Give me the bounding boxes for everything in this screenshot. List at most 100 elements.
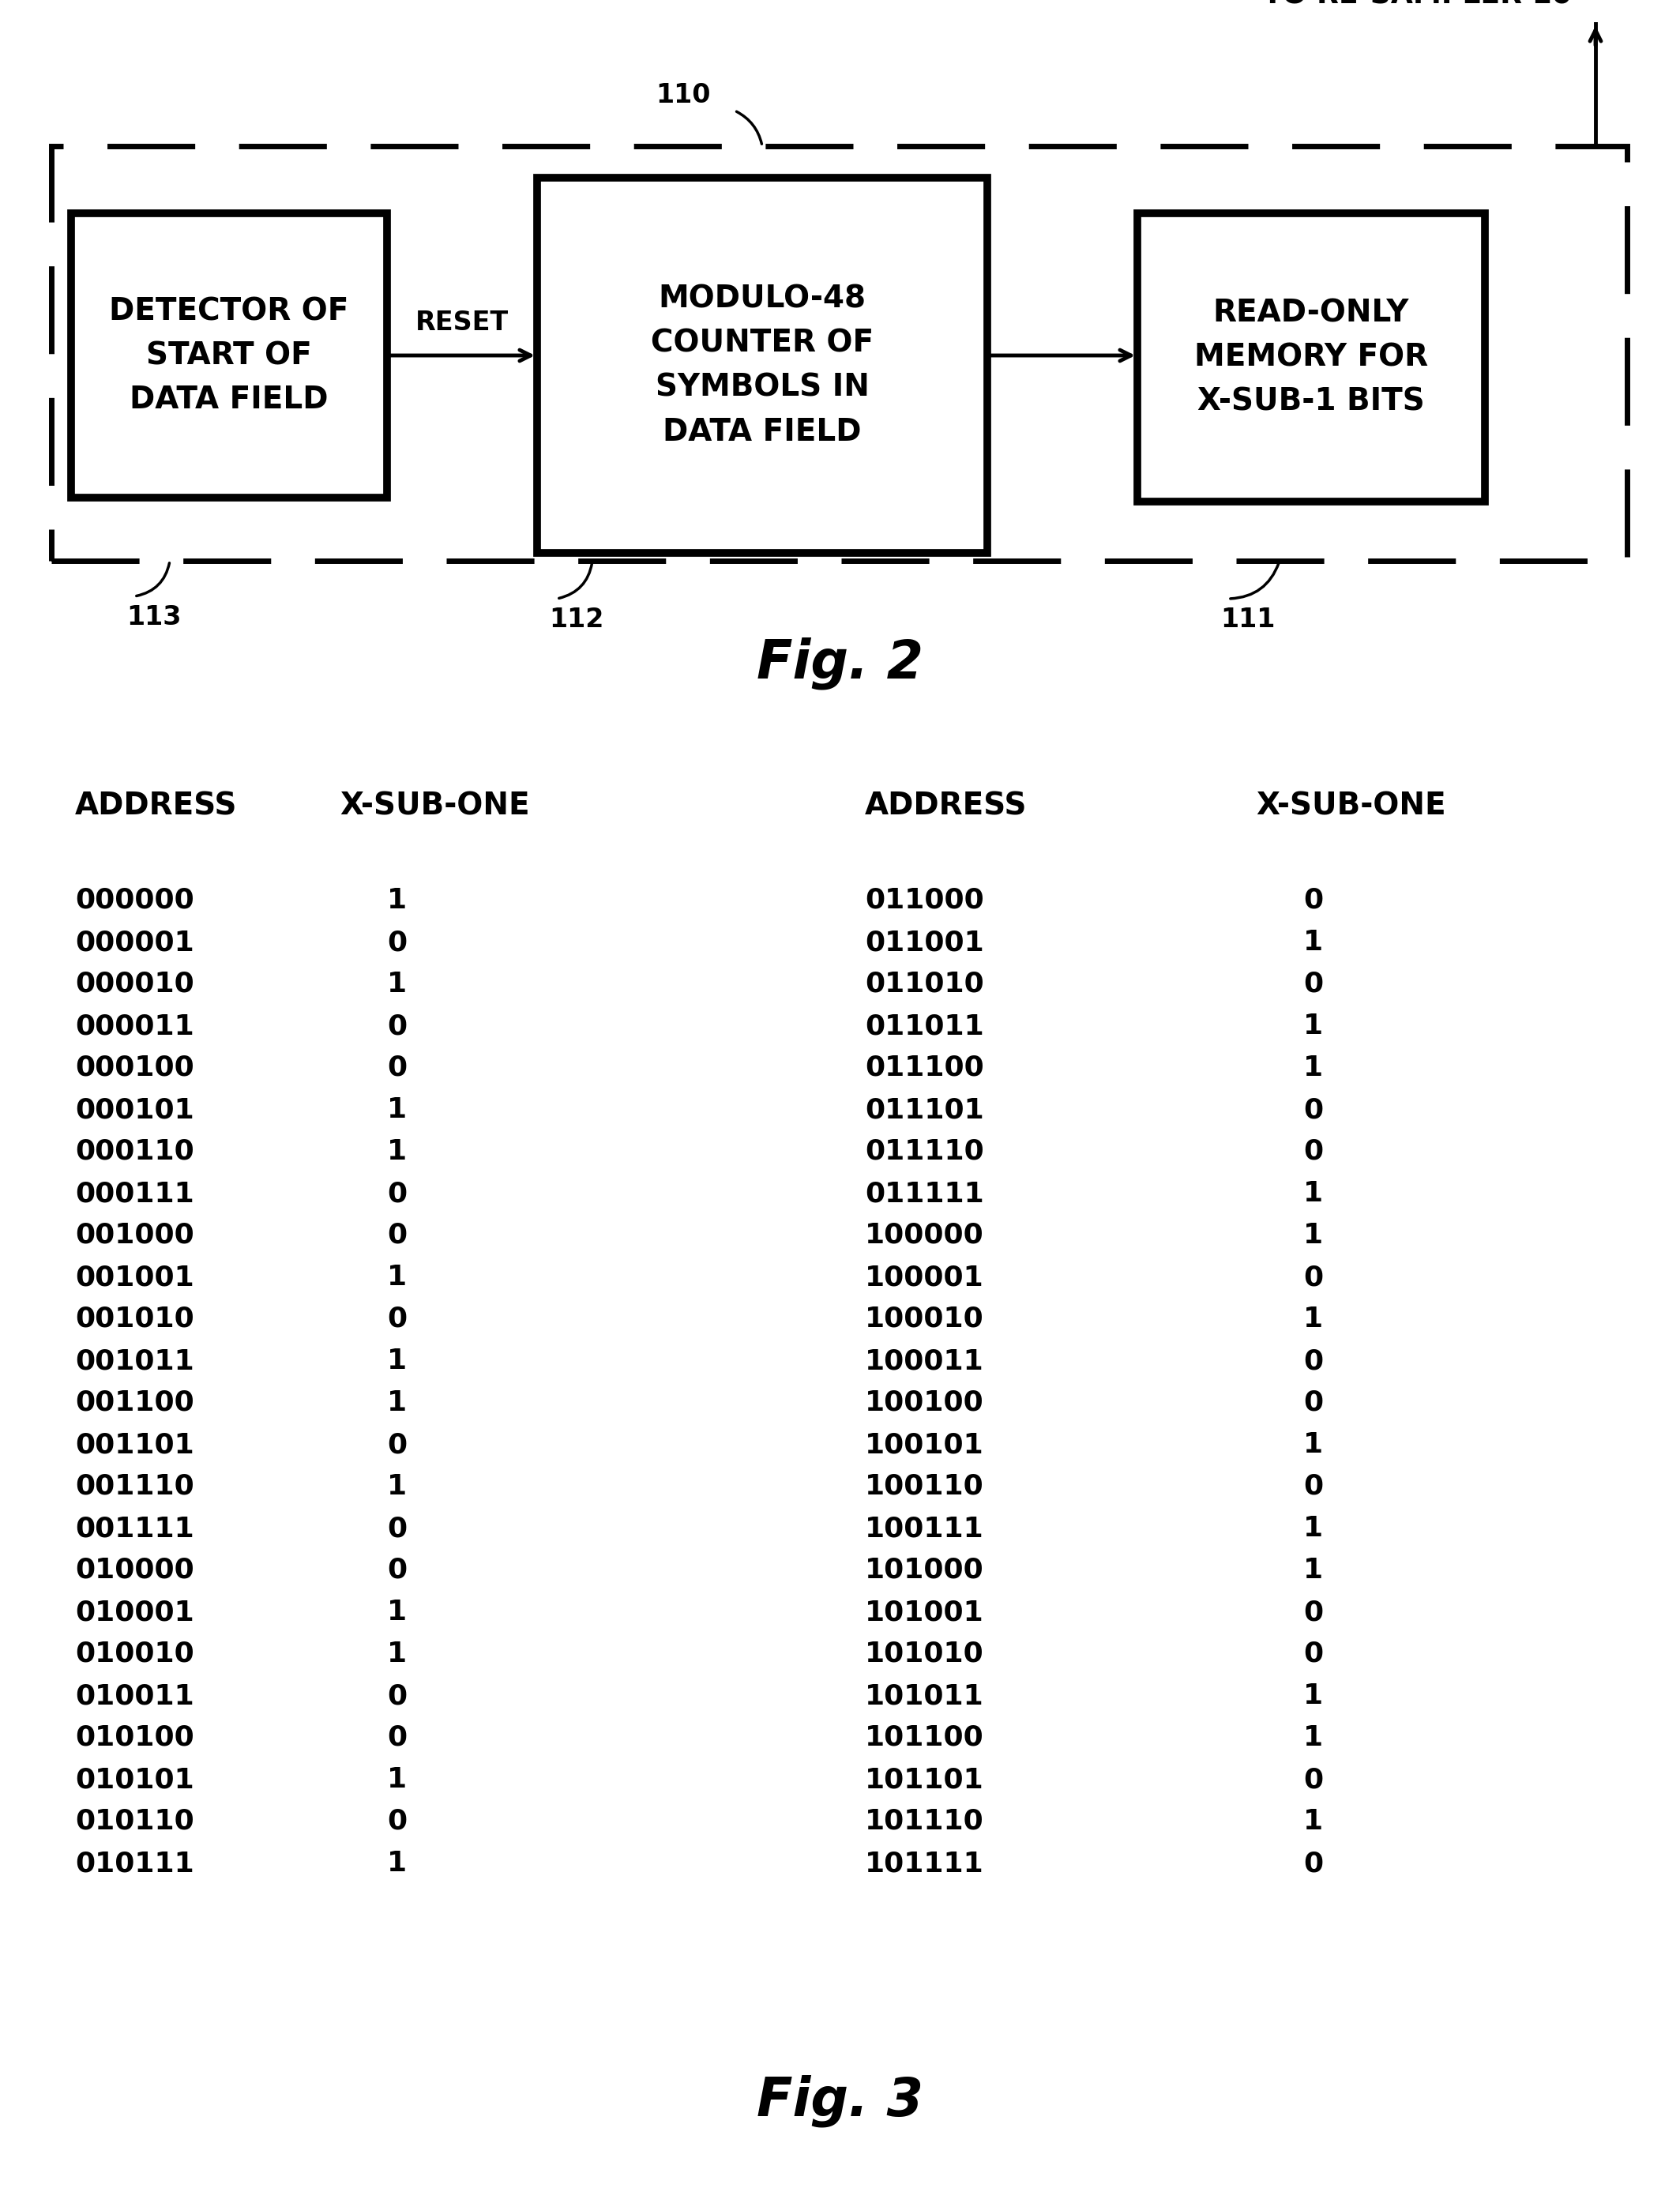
Text: Fig. 2: Fig. 2: [756, 637, 924, 689]
Text: 101000: 101000: [865, 1558, 984, 1584]
Text: 0: 0: [386, 1179, 407, 1208]
Text: 0: 0: [386, 1055, 407, 1081]
Text: 0: 0: [386, 1558, 407, 1584]
Text: 1: 1: [386, 1641, 407, 1667]
Text: 1: 1: [1304, 1179, 1324, 1208]
Text: 1: 1: [1304, 1724, 1324, 1750]
Text: 100001: 100001: [865, 1265, 984, 1291]
Text: Fig. 3: Fig. 3: [756, 2074, 924, 2127]
Text: 011011: 011011: [865, 1013, 984, 1039]
Text: 000110: 000110: [76, 1138, 195, 1164]
Text: 001001: 001001: [76, 1265, 195, 1291]
Text: 1: 1: [1304, 1221, 1324, 1249]
Text: 001010: 001010: [76, 1306, 195, 1332]
Text: 100000: 100000: [865, 1221, 984, 1249]
Text: 1: 1: [1304, 1431, 1324, 1457]
Text: ADDRESS: ADDRESS: [76, 790, 237, 820]
Text: 1: 1: [1304, 1558, 1324, 1584]
Text: 101001: 101001: [865, 1599, 984, 1626]
Text: 101101: 101101: [865, 1766, 984, 1792]
Text: 100100: 100100: [865, 1389, 984, 1416]
Text: 100110: 100110: [865, 1473, 984, 1501]
Text: 101110: 101110: [865, 1807, 984, 1836]
Text: 0: 0: [386, 1683, 407, 1709]
Text: 101010: 101010: [865, 1641, 984, 1667]
Text: 0: 0: [1304, 971, 1324, 998]
Text: 1: 1: [386, 1849, 407, 1877]
Text: 000101: 000101: [76, 1096, 195, 1122]
Text: 011000: 011000: [865, 886, 984, 915]
Text: 000001: 000001: [76, 930, 195, 956]
Text: READ-ONLY
MEMORY FOR
X-SUB-1 BITS: READ-ONLY MEMORY FOR X-SUB-1 BITS: [1194, 298, 1428, 416]
Text: 1: 1: [386, 1599, 407, 1626]
Text: 100011: 100011: [865, 1348, 984, 1374]
Text: 000000: 000000: [76, 886, 195, 915]
FancyBboxPatch shape: [1137, 212, 1485, 501]
FancyBboxPatch shape: [71, 212, 386, 497]
Text: 1: 1: [386, 1389, 407, 1416]
Text: 0: 0: [1304, 1766, 1324, 1792]
Text: 101100: 101100: [865, 1724, 984, 1750]
Text: 1: 1: [1304, 1013, 1324, 1039]
Text: 111: 111: [1220, 606, 1275, 632]
Text: 000100: 000100: [76, 1055, 195, 1081]
Text: 1: 1: [386, 1265, 407, 1291]
Text: 1: 1: [1304, 1514, 1324, 1543]
Text: ADDRESS: ADDRESS: [865, 790, 1026, 820]
Text: 1: 1: [1304, 1055, 1324, 1081]
Text: 1: 1: [386, 1766, 407, 1792]
Text: X-SUB-ONE: X-SUB-ONE: [1257, 790, 1446, 820]
Text: 0: 0: [1304, 1389, 1324, 1416]
Text: DETECTOR OF
START OF
DATA FIELD: DETECTOR OF START OF DATA FIELD: [109, 295, 349, 416]
Text: 1: 1: [1304, 930, 1324, 956]
FancyBboxPatch shape: [52, 147, 1628, 560]
Text: 100111: 100111: [865, 1514, 984, 1543]
Text: 112: 112: [549, 606, 603, 632]
Text: 0: 0: [1304, 1473, 1324, 1501]
Text: 110: 110: [655, 81, 711, 107]
Text: 010001: 010001: [76, 1599, 195, 1626]
Text: 0: 0: [1304, 886, 1324, 915]
Text: 0: 0: [386, 930, 407, 956]
Text: 011101: 011101: [865, 1096, 984, 1122]
Text: 101111: 101111: [865, 1849, 984, 1877]
Text: X-SUB-ONE: X-SUB-ONE: [339, 790, 529, 820]
Text: 0: 0: [386, 1013, 407, 1039]
Text: 0: 0: [386, 1221, 407, 1249]
Text: 100010: 100010: [865, 1306, 984, 1332]
Text: 001101: 001101: [76, 1431, 195, 1457]
Text: 0: 0: [1304, 1138, 1324, 1164]
Text: 1: 1: [1304, 1683, 1324, 1709]
Text: 011111: 011111: [865, 1179, 984, 1208]
Text: 010000: 010000: [76, 1558, 195, 1584]
Text: 1: 1: [386, 1096, 407, 1122]
Text: 010110: 010110: [76, 1807, 195, 1836]
Text: 1: 1: [1304, 1306, 1324, 1332]
Text: 101011: 101011: [865, 1683, 984, 1709]
Text: 0: 0: [1304, 1641, 1324, 1667]
Text: 0: 0: [386, 1306, 407, 1332]
Text: 011100: 011100: [865, 1055, 984, 1081]
Text: 001000: 001000: [76, 1221, 195, 1249]
Text: 001111: 001111: [76, 1514, 195, 1543]
FancyBboxPatch shape: [538, 177, 988, 554]
Text: MODULO-48
COUNTER OF
SYMBOLS IN
DATA FIELD: MODULO-48 COUNTER OF SYMBOLS IN DATA FIE…: [650, 284, 874, 446]
Text: 1: 1: [386, 1138, 407, 1164]
Text: 011010: 011010: [865, 971, 984, 998]
Text: 000011: 000011: [76, 1013, 195, 1039]
Text: 001110: 001110: [76, 1473, 195, 1501]
Text: 1: 1: [386, 1473, 407, 1501]
Text: 0: 0: [386, 1514, 407, 1543]
Text: 0: 0: [1304, 1599, 1324, 1626]
Text: 0: 0: [1304, 1096, 1324, 1122]
Text: 010111: 010111: [76, 1849, 195, 1877]
Text: TO RE-SAMPLER 10: TO RE-SAMPLER 10: [1263, 0, 1572, 9]
Text: 011110: 011110: [865, 1138, 984, 1164]
Text: 000010: 000010: [76, 971, 195, 998]
Text: 100101: 100101: [865, 1431, 984, 1457]
Text: 010100: 010100: [76, 1724, 195, 1750]
Text: 0: 0: [386, 1807, 407, 1836]
Text: 010010: 010010: [76, 1641, 195, 1667]
Text: 010101: 010101: [76, 1766, 195, 1792]
Text: RESET: RESET: [415, 311, 509, 335]
